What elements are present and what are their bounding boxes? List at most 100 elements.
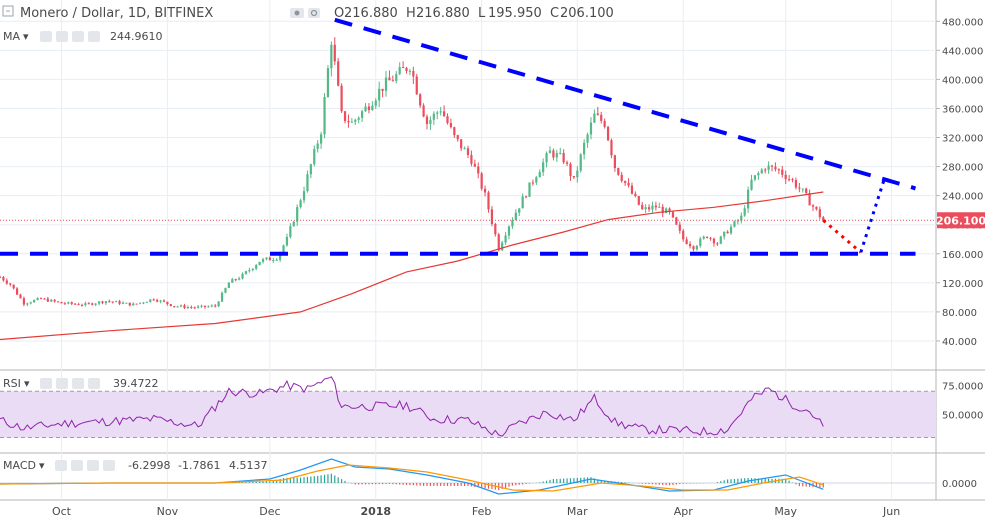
candle-body xyxy=(306,174,309,192)
time-tick-label: Dec xyxy=(259,505,280,518)
settings-icon[interactable] xyxy=(308,8,320,18)
candle-body xyxy=(538,172,541,178)
candle-body xyxy=(747,189,750,209)
candle-body xyxy=(50,299,53,302)
candle-body xyxy=(36,298,39,301)
candle-body xyxy=(477,166,480,174)
trendline-annotations[interactable] xyxy=(0,17,917,256)
candle-body xyxy=(292,221,295,227)
last-price-marker: 206.100 xyxy=(936,212,985,229)
candle-body xyxy=(647,207,651,210)
candle-body xyxy=(101,301,104,304)
ohlc-key: O xyxy=(334,6,344,21)
axes: 40.00080.000120.000160.000200.000240.000… xyxy=(52,17,983,518)
candle-body xyxy=(145,301,149,303)
candle-body xyxy=(586,134,589,143)
candle-body xyxy=(412,70,415,77)
candle-body xyxy=(337,61,340,86)
rsi-pane[interactable] xyxy=(0,376,936,438)
rsi-line xyxy=(0,376,824,437)
candle-body xyxy=(630,185,634,194)
candle-body xyxy=(542,162,545,173)
candle-body xyxy=(787,179,791,181)
candle-body xyxy=(518,208,521,213)
candle-body xyxy=(627,182,630,186)
candle-body xyxy=(186,307,189,309)
candle-body xyxy=(552,150,555,158)
candle-body xyxy=(716,243,719,245)
candle-body xyxy=(138,302,142,304)
candle-body xyxy=(726,231,729,234)
rsi-legend: RSI ▾ 39.4722 xyxy=(3,377,159,390)
projection-down-dotted[interactable] xyxy=(822,219,862,254)
candle-body xyxy=(197,306,200,308)
candle-body xyxy=(658,206,661,208)
candle-body xyxy=(706,236,709,238)
candle-body xyxy=(231,279,234,283)
resistance-trendline[interactable] xyxy=(334,17,917,191)
candle-body xyxy=(91,303,94,305)
candle-body xyxy=(234,279,237,281)
macd-legend-icons[interactable] xyxy=(55,460,115,471)
candle-body xyxy=(388,77,391,81)
candle-body xyxy=(381,88,384,91)
ohlc-value: 206.100 xyxy=(560,6,614,21)
candle-body xyxy=(678,224,681,231)
macd-tick-label: 0.0000 xyxy=(942,479,977,490)
candle-body xyxy=(432,113,435,120)
candle-body xyxy=(583,142,586,155)
candle-body xyxy=(84,303,87,306)
candle-body xyxy=(723,231,726,237)
collapse-icon[interactable] xyxy=(2,5,14,17)
candle-body xyxy=(179,305,183,307)
candle-body xyxy=(439,111,442,113)
candle-body xyxy=(207,306,210,308)
candle-body xyxy=(456,135,459,140)
rsi-legend-icons[interactable] xyxy=(40,378,100,389)
macd-legend-value-3: 4.5137 xyxy=(229,459,268,472)
candle-body xyxy=(299,200,302,208)
candle-body xyxy=(569,163,572,177)
candle-body xyxy=(695,245,698,250)
candle-body xyxy=(702,236,705,239)
price-tick-label: 320.000 xyxy=(942,134,983,145)
candle-body xyxy=(453,127,456,136)
candle-body xyxy=(173,306,176,308)
candle-body xyxy=(760,169,763,174)
ma-legend-icons[interactable] xyxy=(40,31,100,42)
ohlc-key: H xyxy=(406,6,416,21)
candle-body xyxy=(767,165,770,170)
rsi-dropdown-icon[interactable]: ▾ xyxy=(24,377,30,390)
candle-body xyxy=(524,196,528,198)
candle-body xyxy=(2,277,5,281)
eye-icon[interactable] xyxy=(290,8,304,18)
candle-body xyxy=(19,294,22,299)
projection-up-dotted[interactable] xyxy=(859,177,887,253)
price-pane[interactable] xyxy=(0,0,936,370)
candle-body xyxy=(798,187,801,189)
price-tick-label: 360.000 xyxy=(942,104,983,115)
macd-dropdown-icon[interactable]: ▾ xyxy=(39,459,45,472)
candle-body xyxy=(74,303,77,305)
candle-body xyxy=(692,246,695,250)
candle-body xyxy=(753,175,757,180)
candle-body xyxy=(391,80,394,82)
candle-body xyxy=(87,303,90,305)
candle-body xyxy=(470,154,473,164)
macd-signal-line xyxy=(0,464,824,492)
candle-body xyxy=(801,188,804,190)
candle-body xyxy=(108,301,111,303)
macd-pane[interactable] xyxy=(0,458,936,495)
candle-body xyxy=(757,173,760,176)
candle-body xyxy=(248,270,251,272)
candle-body xyxy=(350,121,353,123)
candle-body xyxy=(210,305,213,307)
ohlc-value: 216.880 xyxy=(416,6,470,21)
rsi-tick-label: 50.0000 xyxy=(942,410,983,421)
candle-body xyxy=(504,235,507,243)
candle-body xyxy=(531,182,535,184)
ma-legend-dropdown-icon[interactable]: ▾ xyxy=(23,30,29,43)
rsi-legend-value: 39.4722 xyxy=(113,377,159,390)
candle-body xyxy=(142,302,145,304)
